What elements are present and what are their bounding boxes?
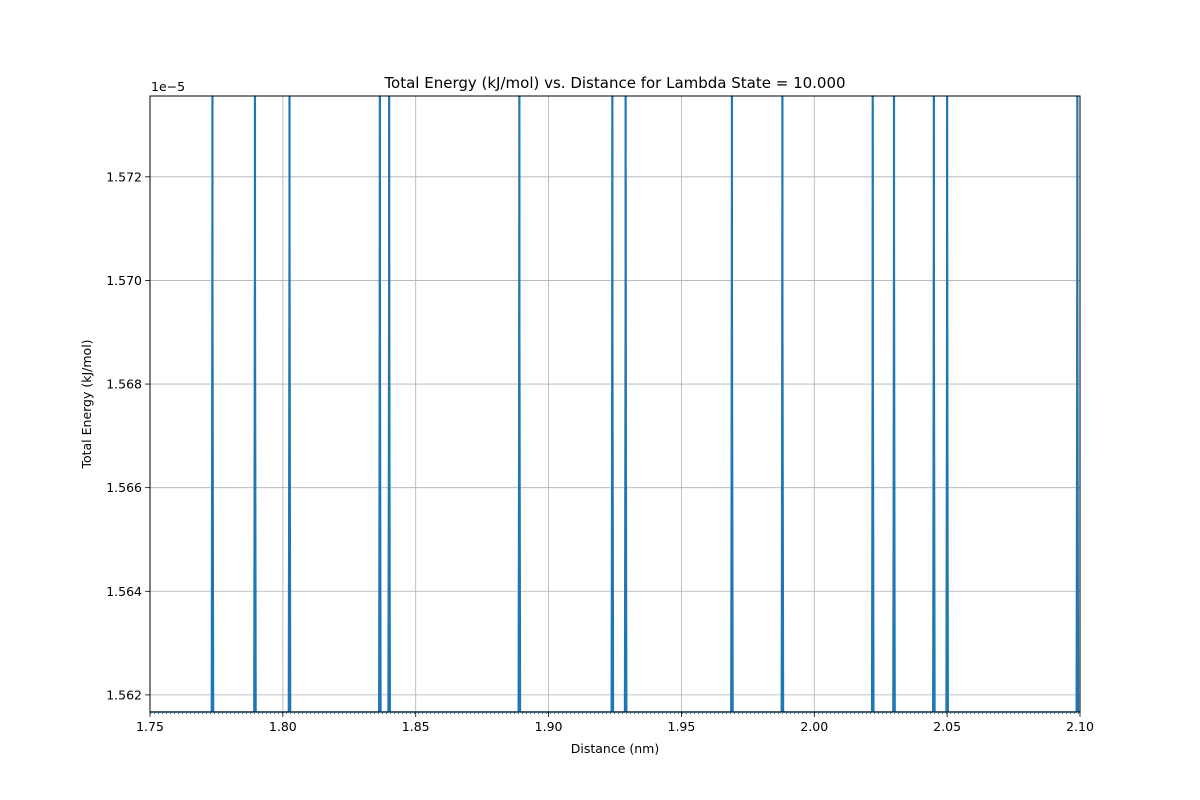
x-tick-label: 2.00	[800, 719, 828, 734]
axes-frame	[149, 95, 1081, 713]
x-tick-label: 1.95	[668, 719, 696, 734]
y-tick-label: 1.562	[106, 687, 142, 702]
y-axis-label: Total Energy (kJ/mol)	[79, 339, 94, 469]
chart-title: Total Energy (kJ/mol) vs. Distance for L…	[383, 74, 845, 92]
x-tick-label: 1.75	[136, 719, 164, 734]
y-tick-label: 1.570	[106, 273, 142, 288]
plot-area	[150, 95, 1080, 714]
y-tick-label: 1.564	[106, 584, 142, 599]
grid	[149, 96, 1081, 712]
y-axis-offset-label: 1e−5	[151, 79, 185, 94]
y-tick-label: 1.568	[106, 377, 142, 392]
x-axis-label: Distance (nm)	[571, 741, 659, 756]
x-tick-label: 1.85	[402, 719, 430, 734]
x-axis-ticks: 1.75 1.80 1.85 1.90 1.95 2.00 2.05 2.10	[136, 712, 1094, 734]
y-tick-label: 1.566	[106, 480, 142, 495]
x-tick-label: 2.05	[933, 719, 961, 734]
x-tick-label: 1.80	[269, 719, 297, 734]
x-tick-label: 2.10	[1066, 719, 1094, 734]
y-tick-label: 1.572	[106, 169, 142, 184]
y-axis-ticks: 1.562 1.564 1.566 1.568 1.570 1.572	[106, 169, 150, 702]
x-tick-label: 1.90	[535, 719, 563, 734]
